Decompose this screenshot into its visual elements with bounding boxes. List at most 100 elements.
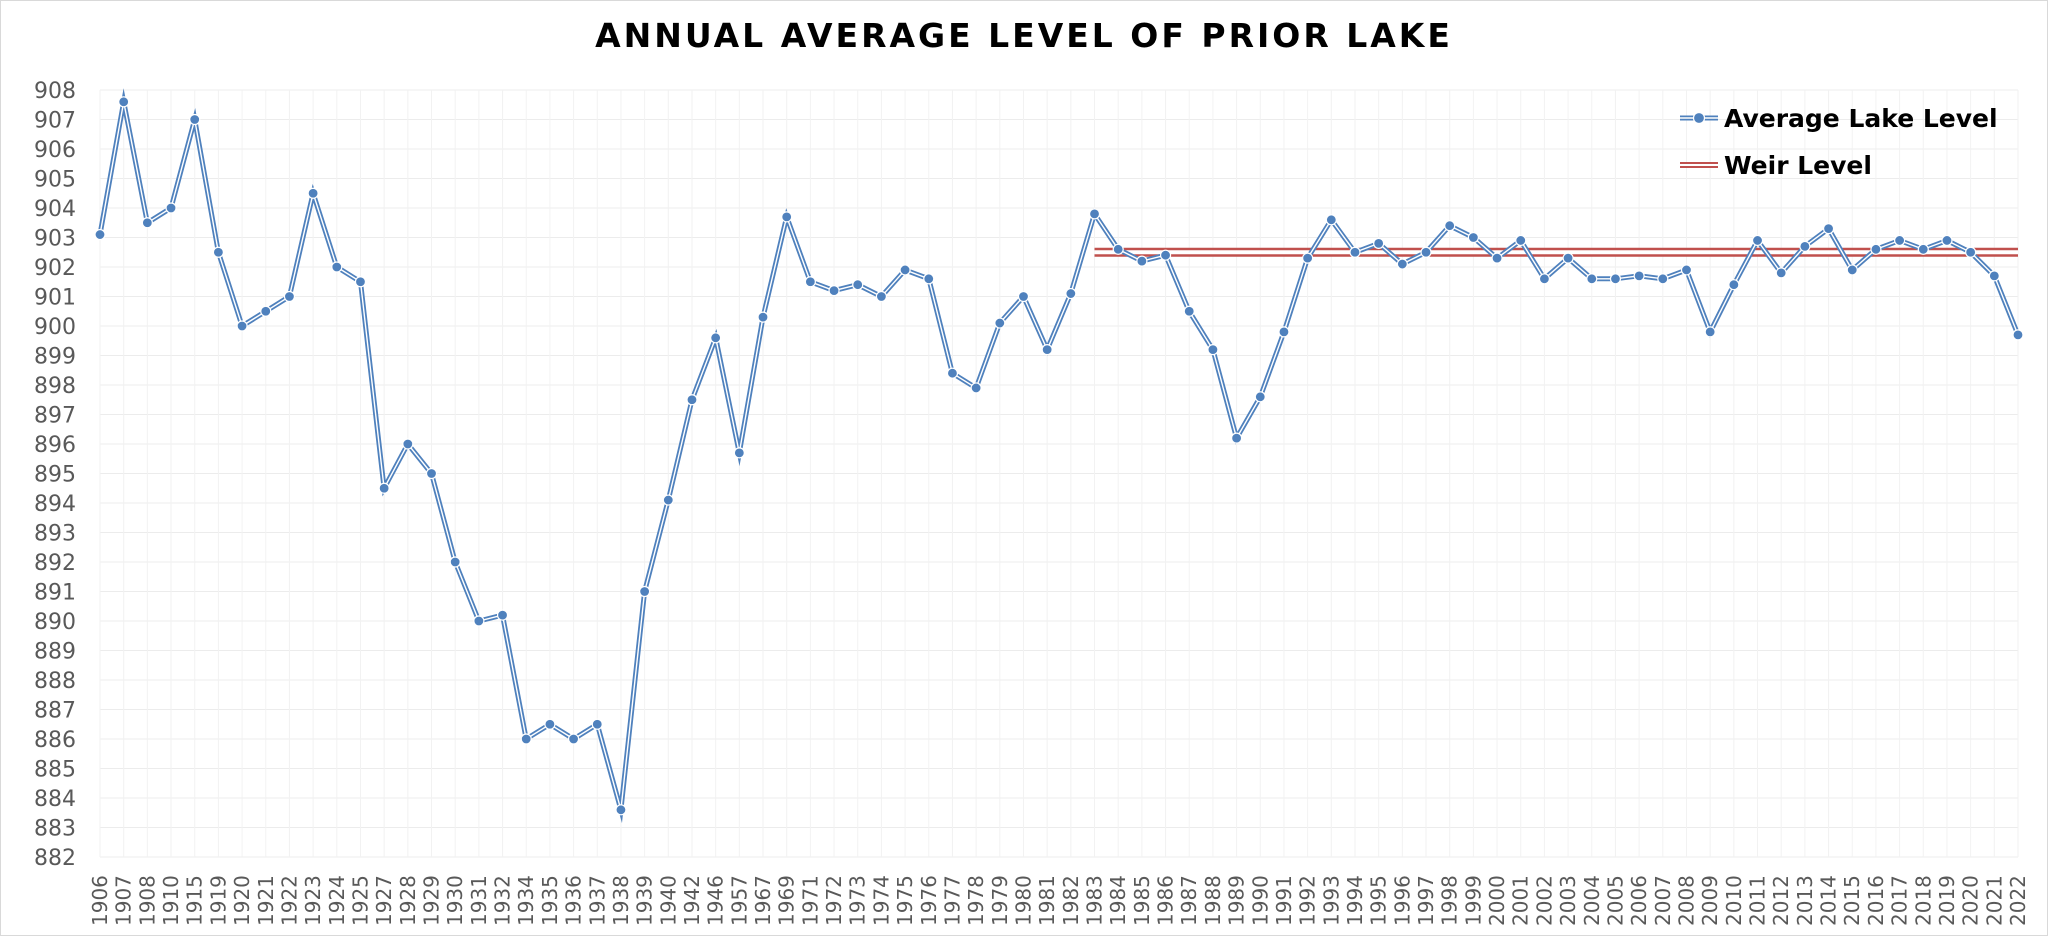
x-tick-label: 1907 [112, 875, 136, 926]
data-point-1930 [449, 556, 461, 568]
x-tick-label: 2006 [1627, 875, 1651, 926]
y-tick-label: 901 [34, 286, 76, 311]
x-tick-label: 1972 [822, 875, 846, 926]
data-point-2016 [1870, 243, 1882, 255]
data-point-1989 [1230, 432, 1243, 444]
data-point-2002 [1538, 273, 1551, 285]
x-tick-label: 1978 [964, 875, 988, 926]
legend-swatch-average-lake-level [1680, 111, 1718, 125]
data-point-1977 [946, 367, 959, 379]
legend-swatch-weir-level [1680, 162, 1718, 168]
data-point-2013 [1799, 240, 1811, 252]
x-tick-label: 1993 [1319, 875, 1343, 926]
data-point-1972 [828, 285, 840, 297]
y-tick-label: 891 [34, 581, 76, 606]
data-point-1973 [852, 279, 864, 291]
x-tick-label: 1991 [1272, 875, 1296, 926]
average-lake-level-points [94, 96, 2024, 816]
data-point-1990 [1254, 391, 1266, 403]
y-tick-label: 896 [34, 433, 76, 458]
data-point-2017 [1894, 234, 1906, 247]
y-tick-label: 905 [34, 168, 76, 193]
data-point-1928 [402, 438, 414, 450]
x-tick-label: 2011 [1746, 875, 1770, 926]
x-tick-label: 2010 [1722, 875, 1746, 926]
x-tick-label: 1908 [135, 875, 159, 926]
x-tick-label: 1920 [230, 875, 254, 926]
x-tick-label: 1999 [1461, 875, 1485, 926]
y-tick-label: 902 [34, 256, 76, 281]
data-point-2009 [1704, 326, 1716, 338]
data-point-1974 [875, 290, 888, 303]
x-tick-label: 1932 [491, 875, 515, 926]
y-tick-label: 888 [34, 669, 76, 694]
x-tick-label: 2014 [1817, 875, 1841, 926]
x-tick-label: 1919 [206, 875, 230, 926]
x-tick-label: 2013 [1793, 875, 1817, 926]
x-tick-label: 2022 [2006, 875, 2030, 926]
data-point-1997 [1420, 246, 1432, 258]
x-tick-label: 1969 [775, 875, 799, 926]
data-point-1938 [615, 804, 627, 816]
y-tick-label: 889 [34, 640, 76, 665]
data-point-1995 [1373, 237, 1385, 249]
data-point-1988 [1207, 344, 1219, 356]
data-point-1934 [520, 733, 532, 745]
data-point-1940 [662, 494, 674, 506]
data-point-2000 [1491, 252, 1503, 264]
x-tick-label: 1994 [1343, 875, 1367, 926]
x-tick-label: 2017 [1888, 875, 1912, 926]
x-tick-label: 1975 [893, 875, 917, 926]
data-point-1984 [1112, 243, 1124, 255]
data-point-1975 [899, 264, 911, 276]
x-tick-label: 1989 [1225, 875, 1249, 926]
x-tick-label: 2002 [1532, 875, 1556, 926]
data-point-1957 [733, 447, 745, 459]
data-point-1907 [118, 96, 130, 108]
data-point-2015 [1846, 264, 1858, 276]
data-point-1981 [1041, 344, 1053, 356]
data-point-2001 [1515, 234, 1527, 247]
data-point-1908 [141, 217, 153, 229]
y-tick-label: 884 [34, 787, 76, 812]
x-tick-label: 1979 [988, 875, 1012, 926]
x-tick-label: 1973 [846, 875, 870, 926]
x-tick-label: 2004 [1580, 875, 1604, 926]
data-point-1976 [923, 273, 935, 285]
y-tick-label: 894 [34, 492, 76, 517]
data-point-1979 [994, 317, 1006, 329]
average-lake-level-series [97, 88, 2021, 824]
data-point-1923 [307, 187, 319, 199]
x-tick-label: 1940 [656, 875, 680, 926]
x-tick-label: 1923 [301, 875, 325, 926]
x-tick-label: 2003 [1556, 875, 1580, 926]
y-tick-label: 900 [34, 315, 76, 340]
data-point-1931 [473, 615, 485, 627]
x-tick-label: 1977 [940, 875, 964, 926]
x-tick-label: 1982 [1059, 875, 1083, 926]
x-tick-label: 2001 [1509, 875, 1533, 926]
x-tick-label: 1971 [798, 875, 822, 926]
x-tick-label: 1974 [869, 875, 893, 926]
data-point-1994 [1349, 246, 1361, 258]
x-tick-label: 1931 [467, 875, 491, 926]
data-point-1992 [1302, 252, 1314, 264]
x-tick-label: 1928 [396, 875, 420, 926]
x-tick-label: 2008 [1674, 875, 1698, 926]
x-tick-label: 2015 [1840, 875, 1864, 926]
x-tick-label: 1985 [1130, 875, 1154, 926]
x-tick-label: 2005 [1603, 875, 1627, 926]
x-tick-label: 1927 [372, 875, 396, 926]
y-tick-label: 906 [34, 138, 76, 163]
data-point-1929 [425, 467, 438, 480]
data-point-1937 [591, 718, 603, 730]
data-point-2005 [1609, 273, 1622, 285]
x-tick-label: 2016 [1864, 875, 1888, 926]
y-tick-label: 882 [34, 846, 76, 871]
data-point-2012 [1775, 267, 1787, 279]
x-tick-label: 2018 [1911, 875, 1935, 926]
legend-label-weir-level: Weir Level [1724, 150, 1872, 180]
legend-label-average-lake-level: Average Lake Level [1724, 103, 1998, 133]
